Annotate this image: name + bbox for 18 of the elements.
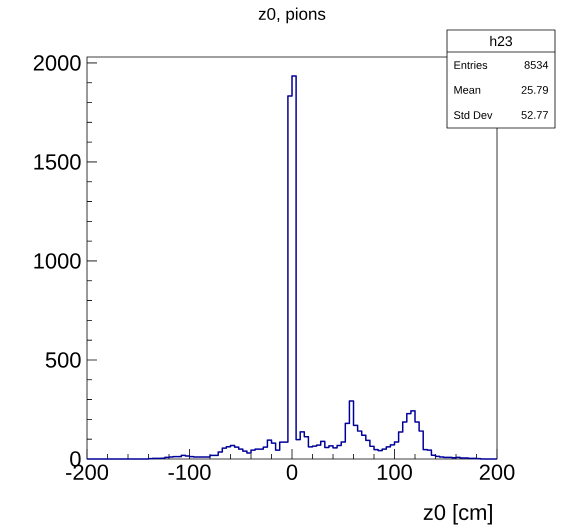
text: 25.79 <box>522 86 548 94</box>
x-tick-label: -100 <box>168 464 211 480</box>
x-tick-label: -200 <box>66 464 108 480</box>
annotation: Std Dev <box>454 110 492 120</box>
y-tick-label: 1500 <box>34 154 81 170</box>
text: 52.77 <box>521 111 548 119</box>
text: 8534 <box>524 61 548 69</box>
x-tick-label: 100 <box>378 464 412 480</box>
y-tick-label: 1000 <box>34 253 81 269</box>
annotation: Mean <box>454 86 480 94</box>
y-tick-label: 2000 <box>34 55 81 71</box>
chart-title: z0, pions <box>258 8 326 24</box>
text: h23 <box>490 36 512 46</box>
y-tick-label: 500 <box>46 352 81 368</box>
x-axis-title: z0 [cm] <box>424 504 492 524</box>
annotation: Entries <box>454 60 488 70</box>
x-tick-label: 200 <box>480 464 514 480</box>
x-tick-label: 0 <box>286 464 298 480</box>
